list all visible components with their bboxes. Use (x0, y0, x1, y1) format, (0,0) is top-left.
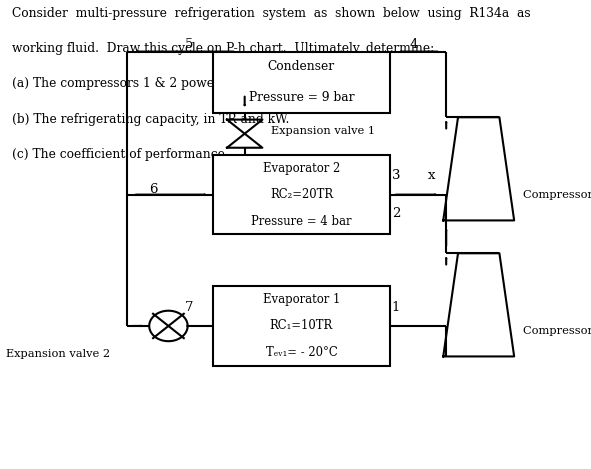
Text: 6: 6 (150, 183, 158, 197)
Bar (213, 286, 390, 366)
Text: Compressor 2: Compressor 2 (523, 189, 591, 200)
Text: working fluid.  Draw this cycle on P-h chart.  Ultimately, determine:: working fluid. Draw this cycle on P-h ch… (12, 42, 434, 55)
Text: (a) The compressors 1 & 2 power, in kW.: (a) The compressors 1 & 2 power, in kW. (12, 77, 264, 91)
Text: RC₁=10TR: RC₁=10TR (269, 319, 333, 333)
Text: Pressure = 4 bar: Pressure = 4 bar (251, 215, 352, 228)
Text: 1: 1 (392, 301, 400, 314)
Text: x: x (428, 169, 435, 182)
Text: Expansion valve 1: Expansion valve 1 (271, 126, 375, 136)
Text: RC₂=20TR: RC₂=20TR (270, 188, 333, 201)
Text: (b) The refrigerating capacity, in TR and kW.: (b) The refrigerating capacity, in TR an… (12, 113, 289, 126)
Text: 3: 3 (392, 169, 400, 182)
Text: Tₑᵥ₁= - 20°C: Tₑᵥ₁= - 20°C (265, 346, 337, 359)
Text: Compressor 1: Compressor 1 (523, 325, 591, 336)
Text: Consider  multi-pressure  refrigeration  system  as  shown  below  using  R134a : Consider multi-pressure refrigeration sy… (12, 7, 531, 20)
Text: (c) The coefficient of performance.: (c) The coefficient of performance. (12, 148, 229, 161)
Text: Expansion valve 2: Expansion valve 2 (6, 349, 110, 359)
Text: Condenser: Condenser (268, 61, 335, 73)
Text: 4: 4 (410, 38, 418, 51)
Text: Pressure = 9 bar: Pressure = 9 bar (249, 91, 354, 104)
Text: Evaporator 2: Evaporator 2 (263, 161, 340, 174)
Text: Evaporator 1: Evaporator 1 (263, 293, 340, 306)
Text: 5: 5 (185, 38, 193, 51)
Text: 2: 2 (392, 207, 400, 220)
Text: 7: 7 (185, 301, 193, 314)
Bar (213, 155, 390, 234)
Bar (213, 52, 390, 113)
